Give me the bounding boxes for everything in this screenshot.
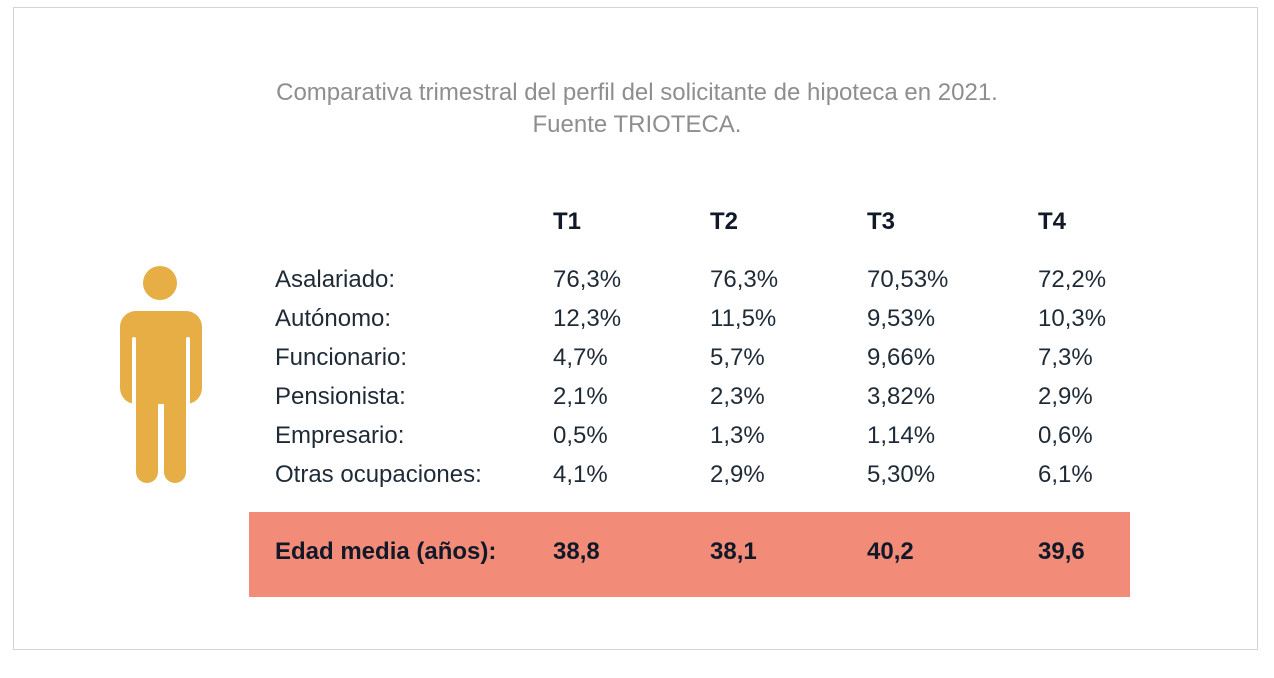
table-cell: 4,7% <box>553 344 608 371</box>
table-cell: 70,53% <box>867 266 949 293</box>
column-header-t3: T3 <box>867 208 896 235</box>
table-cell: 7,3% <box>1038 344 1093 371</box>
table-cell: 5,7% <box>710 344 765 371</box>
table-cell: 76,3% <box>710 266 779 293</box>
column-header-t1: T1 <box>553 208 582 235</box>
table-cell: 2,3% <box>710 383 765 410</box>
row-label: Pensionista: <box>275 383 406 410</box>
row-label: Asalariado: <box>275 266 396 293</box>
table-cell: 9,53% <box>867 305 936 332</box>
table-cell: 0,5% <box>553 422 608 449</box>
table-cell: 11,5% <box>710 305 777 332</box>
row-label: Empresario: <box>275 422 405 449</box>
column-header-t4: T4 <box>1038 208 1067 235</box>
table-cell: 10,3% <box>1038 305 1107 332</box>
table-cell: 4,1% <box>553 461 608 488</box>
chart-title: Comparativa trimestral del perfil del so… <box>276 79 998 106</box>
average-age-label: Edad media (años): <box>275 538 497 565</box>
table-cell: 9,66% <box>867 344 936 371</box>
table-cell: 0,6% <box>1038 422 1093 449</box>
average-age-band <box>249 512 1130 597</box>
row-label: Autónomo: <box>275 305 392 332</box>
table-cell: 3,82% <box>867 383 936 410</box>
table-cell: 12,3% <box>553 305 622 332</box>
column-header-t2: T2 <box>710 208 739 235</box>
table-cell: 1,3% <box>710 422 765 449</box>
average-age-value: 38,8 <box>553 538 600 565</box>
table-cell: 76,3% <box>553 266 622 293</box>
row-label: Otras ocupaciones: <box>275 461 482 488</box>
table-cell: 6,1% <box>1038 461 1093 488</box>
table-cell: 72,2% <box>1038 266 1107 293</box>
table-cell: 2,9% <box>710 461 765 488</box>
person-icon <box>120 266 202 483</box>
average-age-value: 39,6 <box>1038 538 1085 565</box>
average-age-value: 40,2 <box>867 538 914 565</box>
average-age-value: 38,1 <box>710 538 757 565</box>
table-cell: 2,1% <box>553 383 608 410</box>
chart-subtitle: Fuente TRIOTECA. <box>532 111 742 138</box>
table-cell: 5,30% <box>867 461 936 488</box>
row-label: Funcionario: <box>275 344 408 371</box>
table-cell: 1,14% <box>867 422 936 449</box>
table-cell: 2,9% <box>1038 383 1093 410</box>
